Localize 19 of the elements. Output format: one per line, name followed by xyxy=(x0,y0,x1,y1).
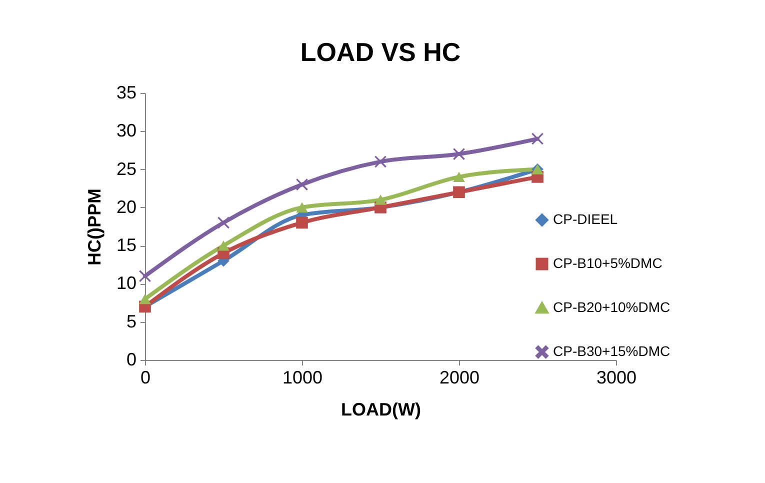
y-axis-title: HC()PPM xyxy=(84,188,104,266)
x-axis-title: LOAD(W) xyxy=(341,400,421,420)
chart-title: LOAD VS HC xyxy=(300,37,461,67)
y-tick-label: 30 xyxy=(116,120,136,141)
x-tick-label: 2000 xyxy=(439,368,480,388)
legend-label: CP-B30+15%DMC xyxy=(553,343,670,359)
legend-label: CP-DIEEL xyxy=(553,211,618,227)
x-tick-label: 1000 xyxy=(282,368,323,388)
y-tick-label: 35 xyxy=(116,82,136,102)
y-tick-label: 0 xyxy=(126,350,136,370)
x-tick-label: 0 xyxy=(140,368,151,388)
x-tick-label: 3000 xyxy=(596,368,637,388)
y-tick-label: 20 xyxy=(116,196,136,217)
y-tick-label: 10 xyxy=(116,273,136,294)
y-tick-label: 5 xyxy=(126,311,136,332)
legend-label: CP-B20+10%DMC xyxy=(553,299,670,315)
y-tick-label: 15 xyxy=(116,235,136,256)
y-tick-label: 25 xyxy=(116,158,136,179)
legend-label: CP-B10+5%DMC xyxy=(553,255,662,271)
